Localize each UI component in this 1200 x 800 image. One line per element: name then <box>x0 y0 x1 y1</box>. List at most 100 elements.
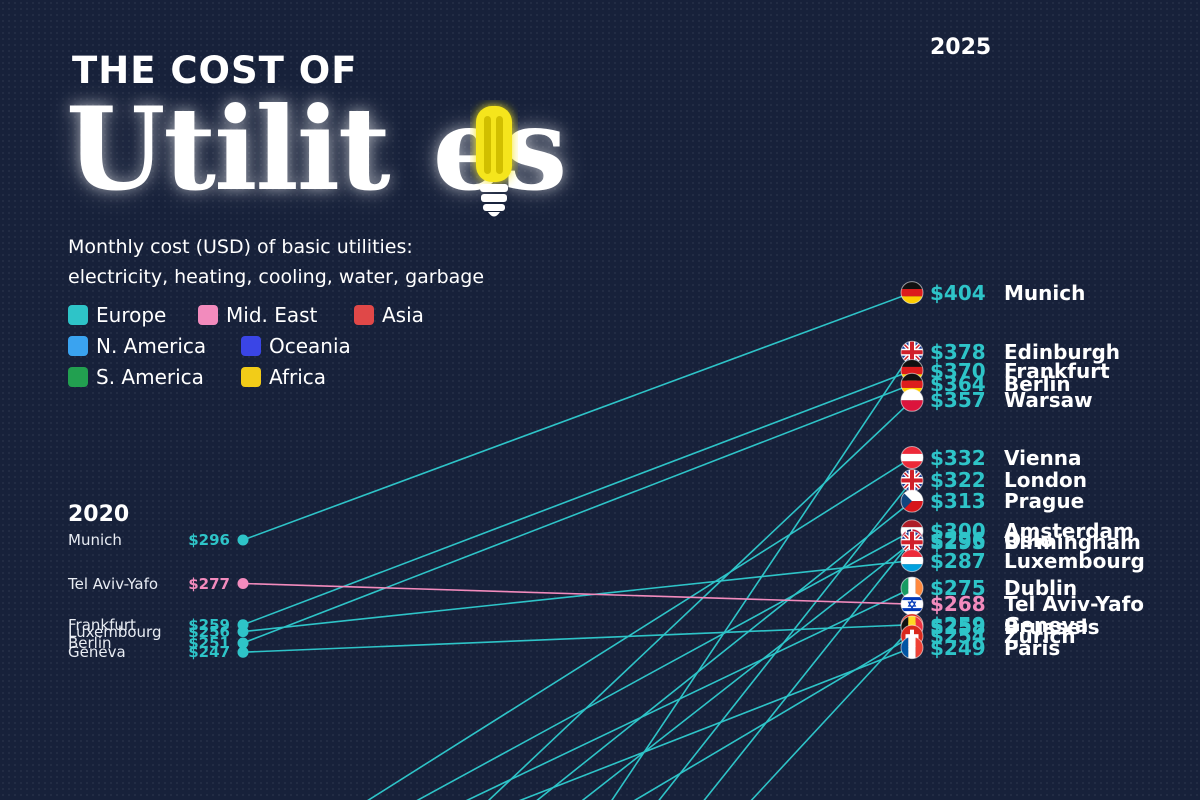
start-value-label: $247 <box>188 643 230 662</box>
end-value-label: $268 <box>930 592 986 617</box>
start-value-label: $277 <box>188 574 230 593</box>
subtitle-line-2: electricity, heating, cooling, water, ga… <box>68 266 485 288</box>
series-line-prague <box>536 500 913 800</box>
series-line-zurich <box>633 635 913 800</box>
legend-label-europe: Europe <box>96 303 167 327</box>
series-line-brussels <box>750 626 913 800</box>
end-value-label: $322 <box>930 468 986 493</box>
legend-swatch-n-america <box>68 336 88 356</box>
end-marker-warsaw <box>900 388 924 412</box>
start-value-label: $251 <box>188 634 230 653</box>
end-city-name: Geneva <box>1004 612 1089 637</box>
start-point-munich <box>237 534 249 546</box>
legend-swatch-europe <box>68 305 88 325</box>
year-label-2020: 2020 <box>68 502 130 527</box>
end-value-label: $370 <box>930 358 986 383</box>
end-city-name: Amsterdam <box>1004 518 1134 543</box>
end-value-label: $259 <box>930 612 986 637</box>
legend-item-s-america: S. America <box>68 363 204 391</box>
legend-item-n-america: N. America <box>68 332 206 360</box>
legend-swatch-mid-east <box>198 305 218 325</box>
end-value-label: $378 <box>930 340 986 365</box>
end-value-label: $275 <box>930 576 986 601</box>
start-label-luxembourg: Luxembourg $256 <box>0 623 230 643</box>
title-utilit: Utilit <box>66 82 391 216</box>
legend-swatch-oceania <box>241 336 261 356</box>
start-city-name: Berlin <box>68 634 112 653</box>
uk-flag-icon <box>900 468 924 492</box>
start-point-berlin <box>237 637 249 649</box>
legend-swatch-africa <box>241 367 261 387</box>
end-marker-vienna <box>900 446 924 470</box>
legend-item-asia: Asia <box>354 301 424 329</box>
end-value-label: $296 <box>930 528 986 552</box>
uk-flag-icon <box>900 340 924 364</box>
series-line-geneva <box>242 623 913 654</box>
start-point-tel-aviv-yafo <box>237 578 249 590</box>
end-value-label: $364 <box>930 372 986 397</box>
end-city-name: Brussels <box>1004 615 1100 640</box>
end-city-name: Edinburgh <box>1004 340 1121 365</box>
legend-item-mid-east: Mid. East <box>198 301 317 329</box>
legend-label-africa: Africa <box>269 365 327 389</box>
end-marker-munich <box>900 281 924 305</box>
start-dots <box>237 534 249 658</box>
start-point-geneva <box>237 646 249 658</box>
israel-flag-icon <box>900 592 924 616</box>
end-flags <box>900 281 924 660</box>
france-flag-icon <box>900 636 924 660</box>
end-marker-london <box>900 468 924 492</box>
end-city-name: Prague <box>1004 489 1085 514</box>
series-line-berlin <box>242 383 913 644</box>
end-value-label: $332 <box>930 445 986 470</box>
start-label-berlin: Berlin $251 <box>0 634 230 654</box>
legend-item-europe: Europe <box>68 301 166 329</box>
end-marker-tel-aviv-yafo <box>900 592 924 616</box>
series-line-vienna <box>367 456 913 800</box>
start-label-frankfurt: Frankfurt $259 <box>0 616 230 636</box>
series-lines <box>242 291 913 800</box>
light-bulb-icon <box>476 106 512 217</box>
czech-flag-icon <box>900 489 924 513</box>
legend-label-s-america: S. America <box>96 365 204 389</box>
start-label-munich: Munich $296 <box>0 531 230 551</box>
year-label-2025: 2025 <box>930 35 992 60</box>
start-label-geneva: Geneva $247 <box>0 643 230 663</box>
legend-label-asia: Asia <box>382 303 424 327</box>
germany-flag-icon <box>900 281 924 305</box>
end-marker-birmingham <box>900 530 924 554</box>
end-city-name: Paris <box>1004 635 1061 660</box>
legend-label-mid-east: Mid. East <box>226 303 318 327</box>
end-city-name: Tel Aviv-Yafo <box>1004 592 1145 617</box>
end-value-label: $404 <box>930 280 986 305</box>
end-value-label: $287 <box>930 548 986 573</box>
legend-swatch-s-america <box>68 367 88 387</box>
title-line-1: THE COST OF <box>72 49 358 92</box>
end-value-label: $295 <box>930 530 986 555</box>
start-city-name: Luxembourg <box>68 622 162 641</box>
legend-item-africa: Africa <box>241 363 326 391</box>
end-city-name: London <box>1004 468 1088 493</box>
end-city-name: Luxembourg <box>1004 548 1145 573</box>
poland-flag-icon <box>900 388 924 412</box>
series-line-amsterdam <box>416 530 913 800</box>
series-line-tel-aviv-yafo <box>242 582 913 605</box>
end-value-label: $258 <box>930 615 986 640</box>
end-city-name: Munich <box>1004 280 1086 305</box>
end-value-label: $254 <box>930 624 986 649</box>
start-value-label: $259 <box>188 615 230 634</box>
end-value-label: $300 <box>930 518 986 543</box>
start-city-name: Tel Aviv-Yafo <box>68 574 159 593</box>
start-value-label: $296 <box>188 531 230 549</box>
austria-flag-icon <box>900 446 924 470</box>
start-label-tel-aviv-yafo: Tel Aviv-Yafo $277 <box>0 575 230 595</box>
end-value-label: $313 <box>930 489 986 514</box>
end-marker-edinburgh <box>900 340 924 364</box>
series-line-warsaw <box>487 399 913 800</box>
end-city-name: Berlin <box>1004 372 1071 397</box>
series-line-dublin <box>465 587 913 800</box>
uk-flag-icon <box>900 530 924 554</box>
series-line-london <box>658 479 913 800</box>
